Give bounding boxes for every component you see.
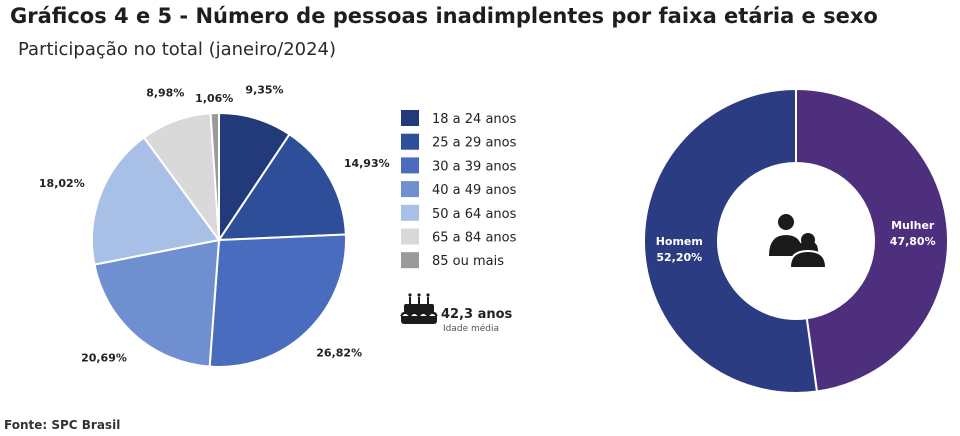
legend-label-18-a-24-anos: 18 a 24 anos — [432, 112, 517, 127]
pie-label-50-a-64-anos: 18,02% — [39, 177, 85, 190]
donut-value-homem: 52,20% — [656, 251, 702, 264]
legend-label-25-a-29-anos: 25 a 29 anos — [432, 136, 517, 151]
donut-slice-mulher — [795, 87, 949, 393]
pie-label-65-a-84-anos: 8,98% — [146, 86, 184, 99]
pie-label-25-a-29-anos: 14,93% — [344, 157, 390, 170]
pie-label-18-a-24-anos: 9,35% — [245, 84, 283, 97]
average-age-value: 42,3 anos — [441, 307, 513, 322]
legend-swatch-50-a-64-anos — [401, 204, 419, 221]
birthday-cake-icon — [400, 293, 438, 324]
age-legend: 18 a 24 anos 25 a 29 anos 30 a 39 anos 40 a… — [401, 110, 517, 269]
legend-swatch-30-a-39-anos — [401, 157, 419, 174]
page-subtitle: Participação no total (janeiro/2024) — [18, 39, 337, 60]
pie-label-40-a-49-anos: 20,69% — [81, 352, 127, 365]
legend-label-65-a-84-anos: 65 a 84 anos — [432, 231, 517, 246]
pie-slice-25-a-29-anos — [217, 132, 347, 242]
pie-slice-30-a-39-anos — [208, 233, 347, 368]
legend-swatch-25-a-29-anos — [401, 133, 419, 150]
legend-swatch-18-a-24-anos — [401, 110, 419, 126]
pie-label-85-ou-mais: 1,06% — [195, 92, 233, 105]
pie-slice-85-ou-mais — [209, 111, 220, 241]
average-age-block: 42,3 anos Idade média — [400, 293, 513, 334]
pie-slice-40-a-49-anos — [93, 238, 221, 368]
donut-label-mulher: Mulher — [891, 219, 935, 232]
pie-slice-50-a-64-anos — [91, 136, 221, 266]
legend-label-40-a-49-anos: 40 a 49 anos — [432, 183, 517, 198]
legend-swatch-40-a-49-anos — [401, 181, 419, 198]
age-pie-chart: 9,35% 14,93% 26,82% 20,69% 18,02% 8,98% 1,06% — [39, 84, 390, 368]
legend-label-85-ou-mais: 85 ou mais — [432, 254, 504, 269]
donut-label-homem: Homem — [656, 235, 703, 248]
legend-label-30-a-39-anos: 30 a 39 anos — [432, 159, 517, 174]
pie-label-30-a-39-anos: 26,82% — [316, 347, 362, 360]
legend-label-50-a-64-anos: 50 a 64 anos — [432, 207, 517, 222]
donut-slice-homem — [643, 87, 819, 394]
gender-donut-chart: Mulher 47,80% Homem 52,20% — [643, 87, 949, 394]
page-title: Gráficos 4 e 5 - Número de pessoas inadi… — [10, 4, 878, 28]
source-note: Fonte: SPC Brasil — [4, 418, 121, 432]
legend-swatch-65-a-84-anos — [401, 228, 419, 245]
legend-swatch-85-ou-mais — [401, 252, 419, 269]
people-icon — [769, 214, 827, 267]
donut-value-mulher: 47,80% — [890, 235, 936, 248]
average-age-label: Idade média — [443, 323, 499, 334]
